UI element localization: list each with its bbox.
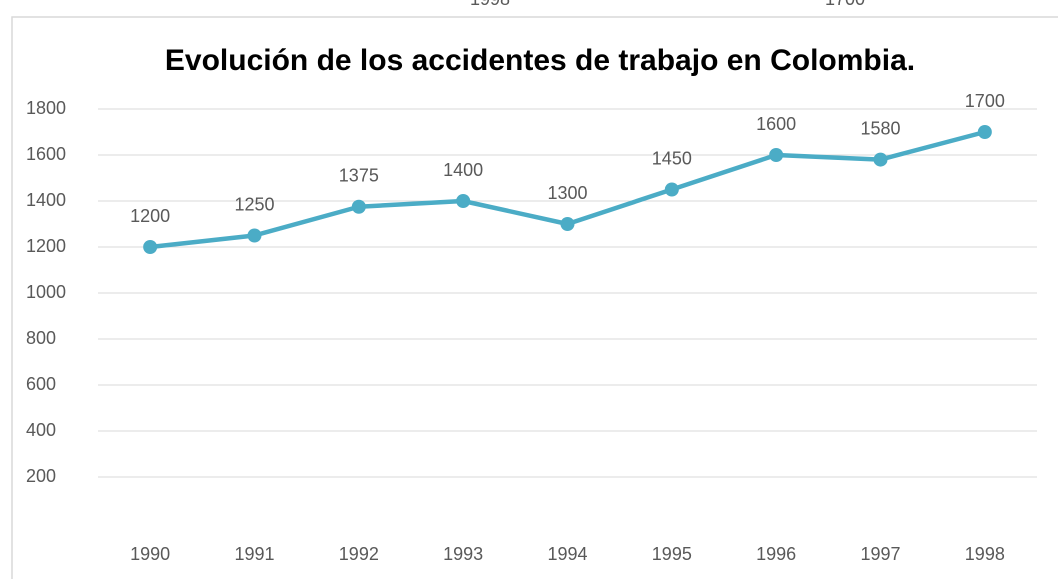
x-tick-label: 1990 bbox=[130, 544, 170, 564]
data-label: 1200 bbox=[130, 206, 170, 226]
data-point bbox=[560, 217, 575, 231]
annotation: 1998 bbox=[470, 0, 510, 9]
data-label: 1580 bbox=[860, 118, 900, 138]
data-label: 1250 bbox=[234, 194, 274, 214]
data-point bbox=[351, 199, 366, 214]
chart-frame bbox=[11, 16, 1058, 579]
chart-title: Evolución de los accidentes de trabajo e… bbox=[165, 44, 915, 77]
y-tick-label: 1800 bbox=[26, 98, 66, 118]
y-tick-label: 800 bbox=[26, 328, 56, 348]
data-label: 1400 bbox=[443, 160, 483, 180]
data-point bbox=[143, 240, 158, 254]
annotation: 1700 bbox=[825, 0, 865, 9]
x-tick-label: 1995 bbox=[652, 544, 692, 564]
x-tick-label: 1991 bbox=[234, 544, 274, 564]
data-point bbox=[977, 125, 992, 139]
x-tick-label: 1998 bbox=[965, 544, 1005, 564]
y-tick-label: 400 bbox=[26, 420, 56, 440]
data-label: 1700 bbox=[965, 91, 1005, 111]
x-tick-label: 1997 bbox=[860, 544, 900, 564]
data-point bbox=[873, 152, 888, 167]
data-point bbox=[769, 148, 784, 162]
y-tick-label: 1400 bbox=[26, 190, 66, 210]
data-point bbox=[456, 194, 471, 208]
data-label: 1600 bbox=[756, 114, 796, 134]
data-label: 1450 bbox=[652, 148, 692, 168]
data-point bbox=[664, 182, 679, 197]
y-tick-label: 1200 bbox=[26, 236, 66, 256]
x-tick-label: 1992 bbox=[339, 544, 379, 564]
x-tick-label: 1994 bbox=[547, 544, 587, 564]
y-tick-label: 1600 bbox=[26, 144, 66, 164]
data-label: 1375 bbox=[339, 166, 379, 186]
y-tick-label: 600 bbox=[26, 374, 56, 394]
data-label: 1300 bbox=[547, 183, 587, 203]
y-tick-label: 200 bbox=[26, 466, 56, 486]
data-point bbox=[247, 228, 262, 243]
x-tick-label: 1993 bbox=[443, 544, 483, 564]
x-tick-label: 1996 bbox=[756, 544, 796, 564]
y-tick-label: 1000 bbox=[26, 282, 66, 302]
